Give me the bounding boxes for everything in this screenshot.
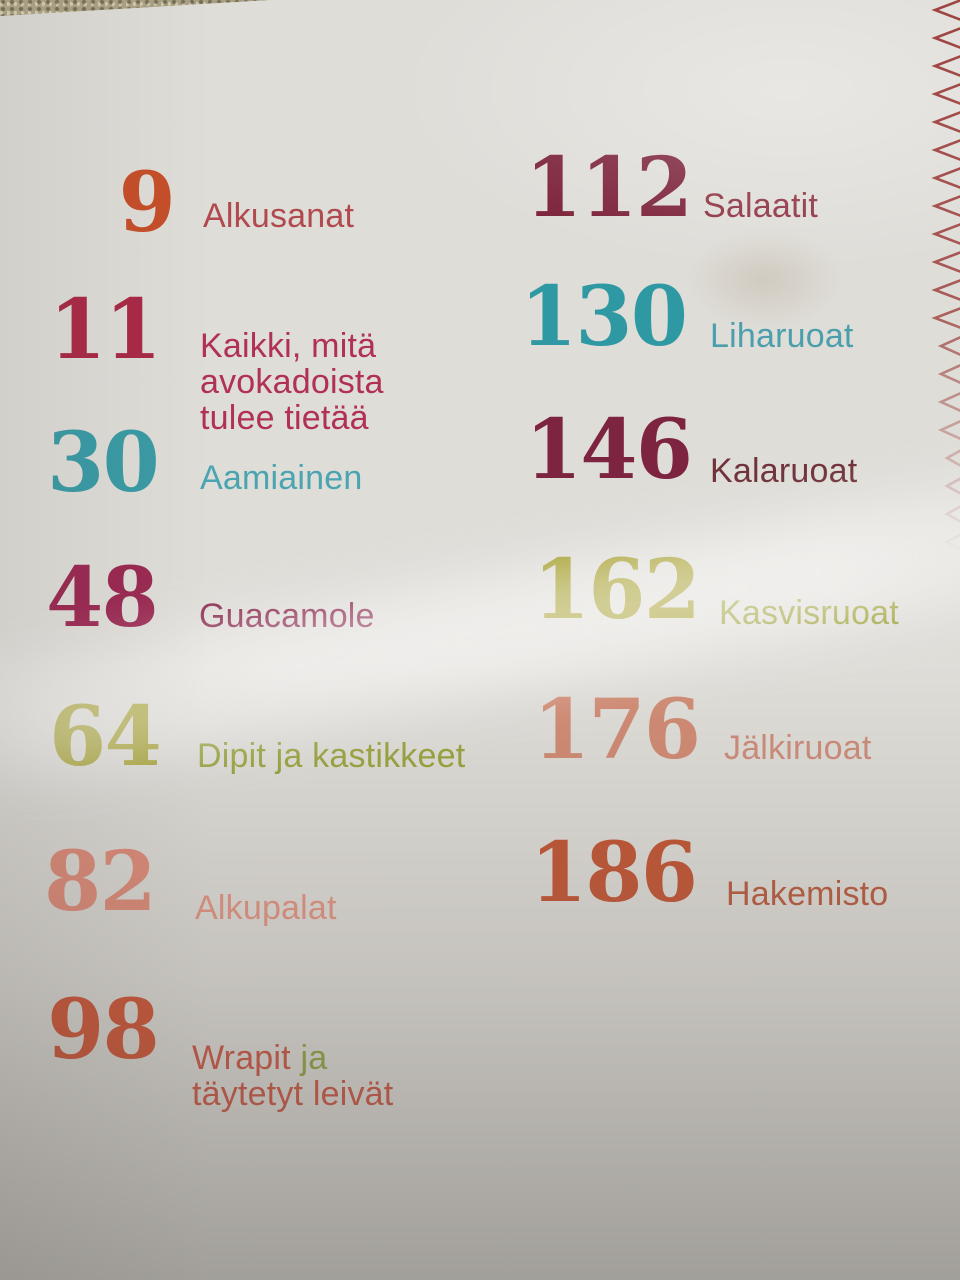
toc-page-number: 30 [47, 415, 159, 511]
toc-label-text: Hakemisto [726, 875, 889, 913]
toc-chapter-label: Hakemisto [726, 876, 888, 912]
toc-page-number: 48 [46, 550, 158, 646]
toc-chapter-label: Kalaruoat [710, 453, 857, 489]
toc-chapter-label: Alkusanat [203, 198, 354, 234]
toc-label-text: Aamiainen [200, 459, 363, 497]
toc-label-text: Kalaruoat [710, 452, 858, 490]
toc-page-number: 112 [525, 140, 693, 236]
toc-chapter-label: Guacamole [199, 598, 375, 634]
toc-page-number: 98 [47, 982, 159, 1078]
toc-chapter-label: Salaatit [703, 188, 818, 224]
toc-label-text: Dipit ja kastikkeet [197, 737, 466, 775]
toc-label-text: Alkupalat [195, 889, 337, 927]
toc-label-text: täytetyt leivät [192, 1075, 394, 1113]
toc-label-text: avokadoista [200, 363, 384, 401]
toc-label-text: Kaikki, mitä [200, 327, 377, 365]
toc-chapter-label: Alkupalat [195, 890, 337, 926]
toc-chapter-label: Dipit ja kastikkeet [197, 738, 465, 774]
toc-label-text: Salaatit [703, 187, 819, 225]
toc-page-number: 9 [118, 155, 176, 251]
toc-chapter-label: Kaikki, mitä avokadoista tulee tietää [200, 328, 384, 436]
toc-page-number: 162 [533, 542, 701, 638]
toc-page-number: 11 [49, 282, 161, 378]
toc-label-text: Jälkiruoat [724, 729, 872, 767]
toc-page-number: 146 [525, 402, 693, 498]
toc-chapter-label: Aamiainen [200, 460, 362, 496]
toc-label-text: Liharuoat [710, 317, 854, 355]
toc-label-text: Alkusanat [203, 197, 355, 235]
toc-chapter-label: Wrapit ja täytetyt leivät [192, 1040, 393, 1112]
toc-label-text: tulee tietää [200, 399, 369, 437]
toc-chapter-label: Jälkiruoat [724, 730, 872, 766]
toc-chapter-label: Kasvisruoat [719, 595, 899, 631]
toc-page-number: 176 [533, 682, 701, 778]
toc-page-number: 186 [530, 825, 698, 921]
toc-label-text: ja [300, 1039, 328, 1077]
toc-page-number: 64 [49, 689, 161, 785]
toc-label-text: Guacamole [199, 597, 375, 635]
toc-chapter-label: Liharuoat [710, 318, 854, 354]
toc-label-text: Kasvisruoat [719, 594, 899, 632]
toc-label-text: Wrapit [192, 1039, 301, 1077]
stitch-zigzag-icon [931, 0, 960, 558]
toc-page-number: 130 [520, 269, 688, 365]
toc-page-number: 82 [44, 834, 156, 930]
